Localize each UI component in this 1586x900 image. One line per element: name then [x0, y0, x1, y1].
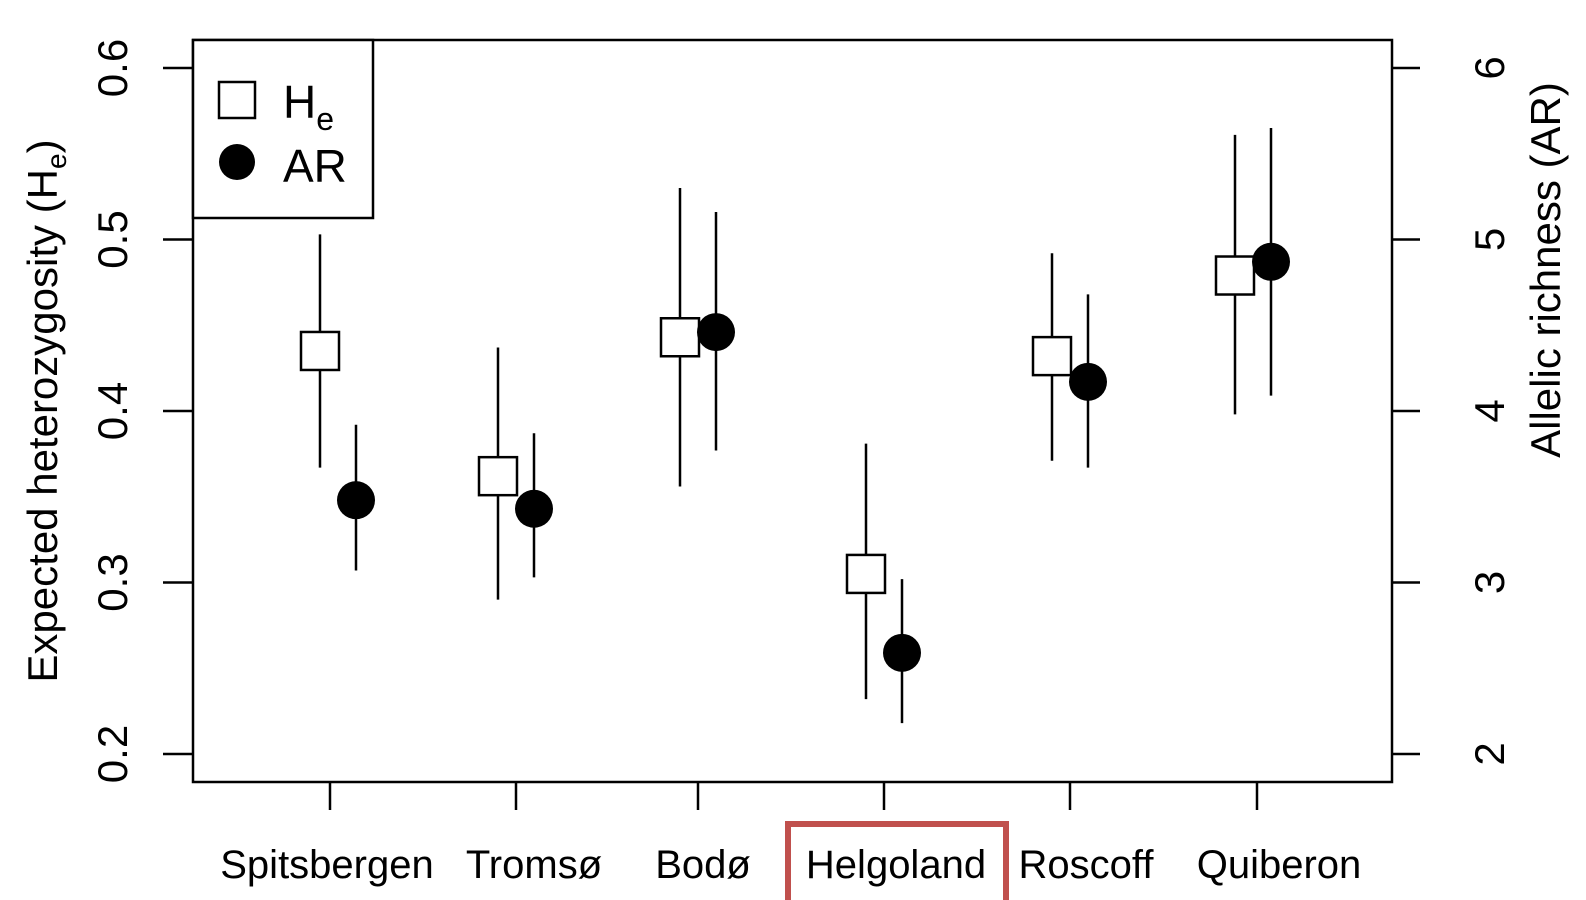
y-left-tick-label: 0.3	[89, 553, 136, 611]
point-ar	[337, 481, 375, 520]
y-right-tick-label: 5	[1466, 228, 1513, 251]
y-left-tick-label: 0.2	[89, 725, 136, 783]
point-ar	[515, 489, 553, 528]
legend-open-square-icon	[217, 80, 257, 120]
legend-box	[191, 38, 375, 220]
data-points	[299, 242, 1290, 672]
point-he	[845, 553, 887, 595]
point-ar	[697, 313, 735, 352]
x-tick-label: Quiberon	[1197, 843, 1362, 887]
point-ar	[1252, 242, 1290, 281]
y-left-label-suffix: )	[19, 139, 66, 153]
x-tick-label: Helgoland	[806, 843, 986, 887]
y-left-ticks: 0.2 0.3 0.4 0.5 0.6	[89, 39, 193, 783]
y-left-tick-label: 0.5	[89, 210, 136, 268]
y-right-tick-label: 4	[1466, 399, 1513, 422]
error-bars	[318, 128, 1273, 724]
x-tick-label: Roscoff	[1019, 843, 1155, 887]
point-ar	[1069, 362, 1107, 401]
legend-filled-circle-icon	[219, 144, 255, 180]
y-right-tick-label: 2	[1466, 742, 1513, 765]
legend-he-label: He	[283, 76, 334, 137]
x-tick-label: Tromsø	[466, 843, 602, 887]
point-he	[477, 455, 519, 497]
point-he	[659, 317, 701, 358]
y-left-axis-label: Expected heterozygosity (He)	[19, 139, 72, 682]
point-he	[1031, 335, 1073, 377]
point-ar	[883, 633, 921, 672]
y-left-label-prefix: Expected heterozygosity (H	[19, 169, 66, 683]
y-left-tick-label: 0.6	[89, 39, 136, 97]
y-right-tick-label: 3	[1466, 571, 1513, 594]
point-he	[1214, 255, 1256, 296]
x-ticks: Spitsbergen Tromsø Bodø Helgoland Roscoff Qui…	[220, 782, 1361, 887]
y-left-label-sub: e	[41, 153, 72, 169]
x-tick-label: Bodø	[655, 843, 751, 887]
x-tick-label: Spitsbergen	[220, 843, 433, 887]
y-right-axis-label: Allelic richness (AR)	[1522, 82, 1569, 458]
y-right-ticks: 2 3 4 5 6	[1392, 56, 1513, 766]
legend-he-sub: e	[316, 101, 334, 137]
legend-he-main: H	[283, 76, 316, 128]
highlight-box	[785, 821, 1009, 900]
point-he	[299, 330, 341, 372]
y-left-tick-label: 0.4	[89, 382, 136, 440]
y-right-tick-label: 6	[1466, 56, 1513, 79]
legend-ar-label: AR	[283, 140, 347, 192]
legend: He AR	[191, 38, 375, 220]
